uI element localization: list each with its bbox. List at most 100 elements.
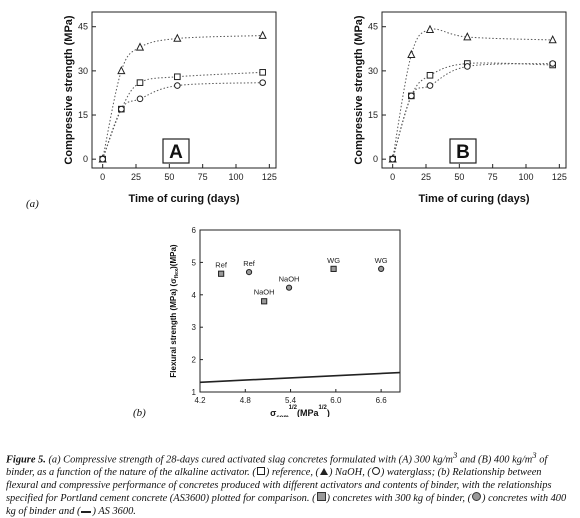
chart-panel-A: 0 25 50 75 100 125 0 15 30 45 Time of curing (days… [63,11,277,205]
circle-point [549,60,556,67]
x-axis-label: σcom1/2(MPa1/2) [270,405,330,417]
triangle-point [173,33,182,42]
caption-text-8: ) concretes with 400 kg of binder and ( [6,493,567,518]
square-point [259,69,266,76]
x-tick-label: 50 [454,172,464,182]
circle-point [99,155,106,163]
x-tick-label: 100 [518,172,533,182]
square-point [174,73,181,81]
circle-point [118,105,125,113]
chart-panel-B: 0 25 50 75 100 125 0 15 30 45 Time of curing (days… [353,11,567,205]
square-data-point [330,265,337,272]
plot-frame [91,11,277,169]
point-label: Ref [215,261,228,270]
circle-point [464,63,471,70]
series-line [392,28,553,160]
x-tick-label: 100 [228,172,243,182]
panel-letter: A [169,142,183,163]
triangle-point [548,35,557,44]
point-label: WG [375,256,388,265]
panel-b-label: (b) [133,407,146,419]
triangle-point [258,30,267,39]
x-tick-label: 25 [421,172,431,182]
circle-point [408,92,415,100]
line-marker-icon [81,511,92,514]
caption-sup-1: 3 [452,450,458,460]
circle-point [389,155,396,163]
point-label: WG [327,256,340,265]
series-line [102,82,263,160]
x-tick-label: 25 [131,172,141,182]
triangle-point [117,65,126,75]
y-tick-label: 15 [78,110,88,120]
x-tick-label: 4.2 [194,396,206,405]
figure-caption: Figure 5. (a) Compressive strength of 28… [6,449,574,518]
circle-data-point [378,265,385,272]
square-data-point [261,298,268,305]
y-tick-label: 3 [192,323,197,332]
square-point [426,71,434,79]
x-tick-label: 5.4 [285,396,297,405]
triangle-point [463,32,472,41]
x-tick-label: 125 [552,172,567,182]
circle-marker-icon [371,467,380,476]
x-tick-label: 0 [100,172,105,182]
panel-letter-box [449,138,477,164]
y-tick-label: 45 [368,22,378,32]
square-data-point [218,270,225,277]
square-point [136,79,144,86]
caption-sup-2: 3 [532,450,537,460]
plot-frame [199,229,401,393]
filled-circle-marker-icon [472,492,482,502]
caption-text-5: ) NaOH, ( [329,467,371,479]
circle-data-point [285,284,293,291]
caption-text-3: of binder, as a function of the nature o… [6,454,548,479]
x-tick-label: 0 [390,172,395,182]
caption-text-1: (a) Compressive strength of 28-days cure… [45,454,453,466]
circle-point [136,95,144,103]
as3600-line [199,371,401,384]
y-axis-label: Flexural strength (MPa) (σflex)(MPa) [169,244,180,378]
y-tick-label: 4 [192,291,197,300]
y-tick-label: 30 [78,66,88,76]
panel-a-label: (a) [26,198,39,210]
x-tick-label: 75 [198,172,208,182]
triangle-point [407,49,416,58]
x-tick-label: 4.8 [240,396,252,405]
triangle-point [425,24,435,33]
y-tick-label: 5 [192,258,197,267]
circle-point [426,82,434,89]
circle-point [259,79,266,86]
caption-fig-label: Figure 5. [6,454,46,466]
x-tick-label: 125 [262,172,277,182]
caption-text-6: ) waterglass; (b) Relationship between f… [6,467,552,505]
caption-text-2: and (B) 400 kg/m [457,454,533,466]
panel-letter: B [456,142,470,163]
triangle-marker-icon [320,468,328,476]
x-axis-label: Time of curing (days) [128,193,239,205]
point-label: Ref [243,259,256,268]
x-tick-label: 75 [488,172,498,182]
y-tick-label: 6 [192,226,197,235]
point-label: NaOH [254,287,275,296]
y-axis-label: Compressive strength (MPa) [63,15,75,164]
y-tick-label: 1 [192,388,197,397]
caption-text-9: ) AS 3600. [92,506,136,518]
y-tick-label: 15 [368,110,378,120]
triangle-point [135,42,145,51]
y-tick-label: 45 [78,22,88,32]
circle-point [174,82,181,89]
chart-flexural: 4.2 4.8 5.4 6.0 6.6 1 2 3 4 5 6 σcom1/2(MPa1/2) Flex… [169,226,401,417]
x-tick-label: 50 [164,172,174,182]
x-tick-label: 6.6 [376,396,388,405]
y-tick-label: 0 [373,154,378,164]
plot-frame [381,11,567,169]
circle-data-point [245,269,253,276]
square-marker-icon [256,467,265,476]
y-axis-label: Compressive strength (MPa) [353,15,365,164]
panel-letter-box [162,138,190,164]
x-axis-label: Time of curing (days) [418,193,529,205]
filled-square-marker-icon [316,492,326,502]
y-tick-label: 2 [192,356,197,365]
x-tick-label: 6.0 [330,396,342,405]
